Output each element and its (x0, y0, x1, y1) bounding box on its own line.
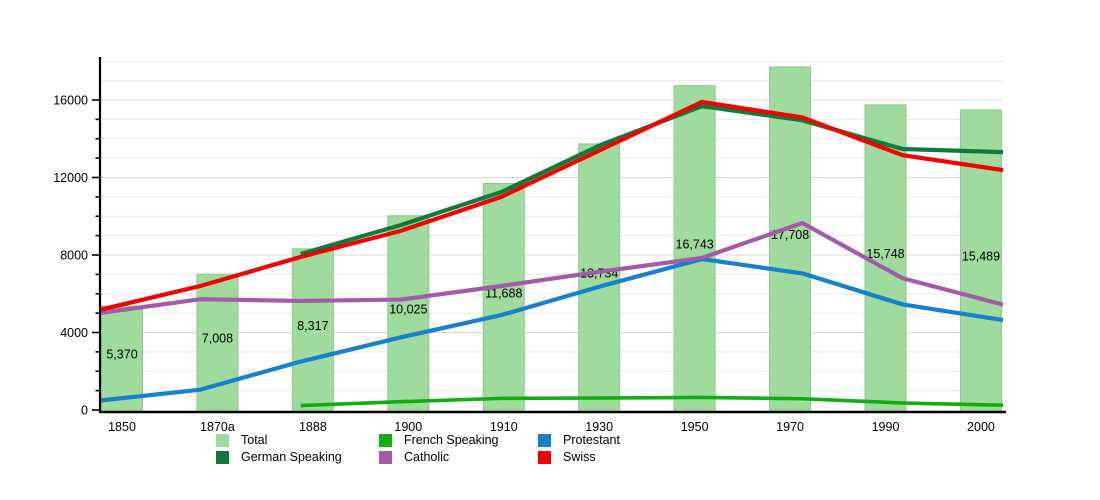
bar-value-label: 16,743 (676, 237, 714, 251)
x-tick-label: 1850 (108, 420, 136, 434)
legend-label-protestant: Protestant (563, 432, 620, 447)
bar-value-label: 11,688 (485, 286, 522, 300)
bar-value-label: 5,370 (106, 347, 137, 361)
legend-swatch-french-speaking (379, 433, 392, 447)
bar-total-2000 (959, 109, 1002, 413)
legend-label-german-speaking: German Speaking (241, 449, 342, 464)
x-tick-label: 1970 (776, 420, 804, 434)
x-tick-label: 1930 (585, 420, 613, 434)
bar-value-label: 15,748 (866, 247, 904, 261)
bar-total-1900 (387, 215, 430, 413)
x-tick-label: 1910 (490, 420, 518, 434)
legend-label-swiss: Swiss (563, 449, 596, 464)
bar-value-label: 7,008 (202, 332, 233, 346)
legend-item-protestant: Protestant (538, 433, 620, 447)
legend-swatch-catholic (379, 450, 392, 464)
legend-item-catholic: Catholic (379, 450, 449, 464)
bar-total-1930 (578, 143, 621, 413)
x-tick-label: 1888 (299, 420, 327, 434)
y-tick-label: 0 (81, 404, 88, 418)
x-tick-label: 2000 (967, 420, 995, 434)
x-tick-label: 1950 (681, 420, 709, 434)
bar-value-label: 10,025 (389, 302, 427, 316)
line-french-speaking (300, 395, 1004, 408)
y-tick-label: 12000 (53, 171, 88, 185)
x-tick-label: 1870a (200, 420, 235, 434)
bar-total-1950 (673, 85, 716, 413)
x-tick-label: 1900 (394, 420, 422, 434)
legend-swatch-german-speaking (216, 450, 229, 464)
line-catholic (99, 220, 1004, 316)
x-tick-label: 1990 (872, 420, 900, 434)
legend-item-swiss: Swiss (538, 450, 596, 464)
legend-item-german-speaking: German Speaking (216, 450, 342, 464)
bar-value-label: 15,489 (962, 249, 1000, 263)
y-tick-label: 4000 (60, 326, 88, 340)
line-swiss (99, 99, 1004, 312)
legend-item-total: Total (216, 433, 267, 447)
bar-value-label: 8,317 (297, 319, 328, 333)
legend-label-catholic: Catholic (404, 449, 450, 464)
legend-label-total: Total (241, 432, 268, 447)
chart-legend: Total German Speaking French Speaking Ca… (0, 0, 1100, 464)
legend-swatch-protestant (538, 433, 551, 447)
bar-total-1970 (769, 66, 812, 413)
legend-item-french-speaking: French Speaking (379, 433, 499, 447)
y-tick-label: 8000 (60, 249, 88, 263)
y-tick-label: 16000 (53, 94, 88, 108)
bar-total-1910 (482, 183, 525, 413)
line-protestant (99, 256, 1004, 403)
legend-swatch-swiss (538, 450, 551, 464)
legend-swatch-total (216, 433, 229, 447)
legend-label-french-speaking: French Speaking (404, 432, 499, 447)
